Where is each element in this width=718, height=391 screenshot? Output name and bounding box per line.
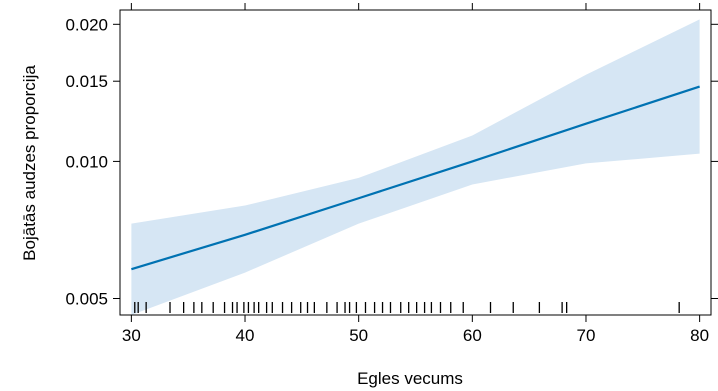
y-tick-label: 0.015 <box>65 72 108 91</box>
x-tick-label: 70 <box>577 326 596 345</box>
x-tick-label: 80 <box>690 326 709 345</box>
x-tick-label: 60 <box>463 326 482 345</box>
x-axis-title: Egles vecums <box>357 369 463 388</box>
fit-line <box>131 85 700 271</box>
y-axis-title: Bojātās audzes proporcija <box>20 65 39 261</box>
axes: 30 40 50 60 70 80 0.005 0.010 0.015 0.020 <box>65 3 718 345</box>
plot-frame <box>119 9 712 316</box>
y-tick-label: 0.020 <box>65 15 108 34</box>
confidence-band <box>131 19 700 315</box>
y-tick-label: 0.010 <box>65 152 108 171</box>
x-tick-label: 50 <box>349 326 368 345</box>
y-tick-label: 0.005 <box>65 290 108 309</box>
plot-area <box>131 19 700 315</box>
x-tick-label: 40 <box>236 326 255 345</box>
x-tick-label: 30 <box>122 326 141 345</box>
